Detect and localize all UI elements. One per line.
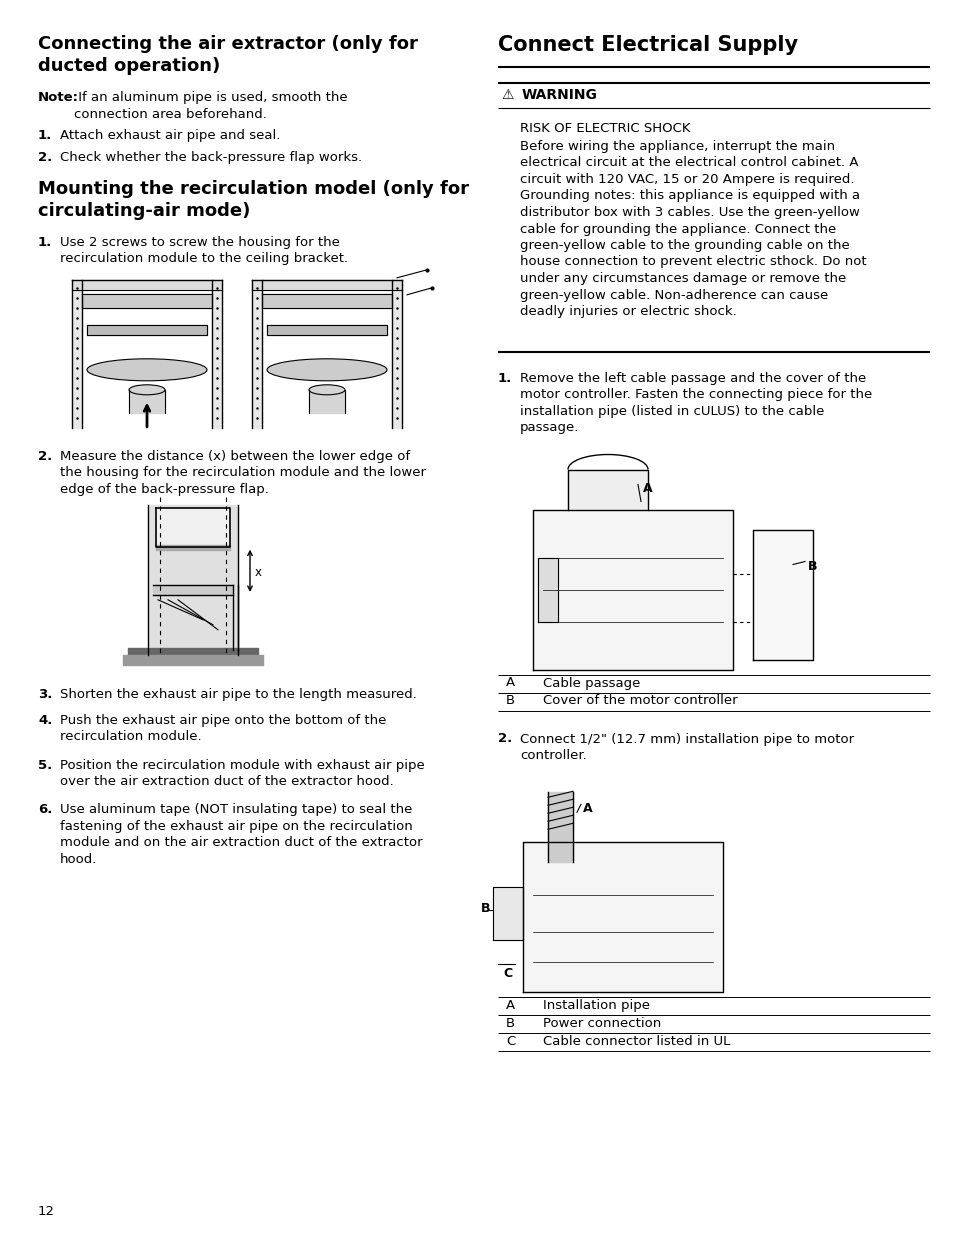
Text: Cover of the motor controller: Cover of the motor controller <box>542 694 737 708</box>
Text: Cable connector listed in UL: Cable connector listed in UL <box>542 1035 730 1049</box>
Text: Shorten the exhaust air pipe to the length measured.: Shorten the exhaust air pipe to the leng… <box>60 688 416 700</box>
Text: ⚠: ⚠ <box>500 88 513 103</box>
Text: 2.: 2. <box>38 450 52 463</box>
Text: Attach exhaust air pipe and seal.: Attach exhaust air pipe and seal. <box>60 128 280 142</box>
Text: C: C <box>502 967 512 981</box>
Text: A: A <box>582 803 592 815</box>
Text: B: B <box>480 903 490 915</box>
Text: A: A <box>505 999 515 1013</box>
Text: Check whether the back-pressure flap works.: Check whether the back-pressure flap wor… <box>60 152 362 164</box>
Ellipse shape <box>309 385 345 395</box>
Text: 3.: 3. <box>38 688 52 700</box>
Ellipse shape <box>267 359 387 380</box>
Text: 1.: 1. <box>38 128 52 142</box>
Text: Power connection: Power connection <box>542 1018 660 1030</box>
Text: 2.: 2. <box>497 732 512 746</box>
Text: Connect 1/2" (12.7 mm) installation pipe to motor
controller.: Connect 1/2" (12.7 mm) installation pipe… <box>519 732 853 762</box>
Text: 6.: 6. <box>38 803 52 816</box>
Text: Before wiring the appliance, interrupt the main
electrical circuit at the electr: Before wiring the appliance, interrupt t… <box>519 140 865 317</box>
Text: Installation pipe: Installation pipe <box>542 999 649 1013</box>
Text: 12: 12 <box>38 1205 55 1218</box>
Text: Use aluminum tape (NOT insulating tape) to seal the
fastening of the exhaust air: Use aluminum tape (NOT insulating tape) … <box>60 803 422 866</box>
Text: 4.: 4. <box>38 714 52 726</box>
Text: C: C <box>505 1035 515 1049</box>
Text: A: A <box>642 482 652 494</box>
Text: Measure the distance (x) between the lower edge of
the housing for the recircula: Measure the distance (x) between the low… <box>60 450 426 495</box>
Ellipse shape <box>129 385 165 395</box>
Text: Position the recirculation module with exhaust air pipe
over the air extraction : Position the recirculation module with e… <box>60 758 424 788</box>
Text: B: B <box>807 559 817 573</box>
Ellipse shape <box>87 359 207 380</box>
Text: Mounting the recirculation model (only for
circulating-air mode): Mounting the recirculation model (only f… <box>38 180 469 220</box>
Text: Cable passage: Cable passage <box>542 677 639 689</box>
Text: x: x <box>254 566 262 579</box>
Text: Remove the left cable passage and the cover of the
motor controller. Fasten the : Remove the left cable passage and the co… <box>519 372 871 435</box>
Text: 1.: 1. <box>497 372 512 385</box>
Text: Use 2 screws to screw the housing for the
recirculation module to the ceiling br: Use 2 screws to screw the housing for th… <box>60 236 348 266</box>
Text: B: B <box>505 1018 515 1030</box>
Text: A: A <box>505 677 515 689</box>
Text: 1.: 1. <box>38 236 52 248</box>
Text: WARNING: WARNING <box>521 88 598 103</box>
Text: Note:: Note: <box>38 91 79 104</box>
Text: Connect Electrical Supply: Connect Electrical Supply <box>497 35 798 56</box>
Text: 2.: 2. <box>38 152 52 164</box>
Text: 5.: 5. <box>38 758 52 772</box>
Text: Connecting the air extractor (only for
ducted operation): Connecting the air extractor (only for d… <box>38 35 417 75</box>
Text: If an aluminum pipe is used, smooth the
connection area beforehand.: If an aluminum pipe is used, smooth the … <box>74 91 347 121</box>
Text: Push the exhaust air pipe onto the bottom of the
recirculation module.: Push the exhaust air pipe onto the botto… <box>60 714 386 743</box>
Text: B: B <box>505 694 515 708</box>
Text: RISK OF ELECTRIC SHOCK: RISK OF ELECTRIC SHOCK <box>519 122 690 135</box>
